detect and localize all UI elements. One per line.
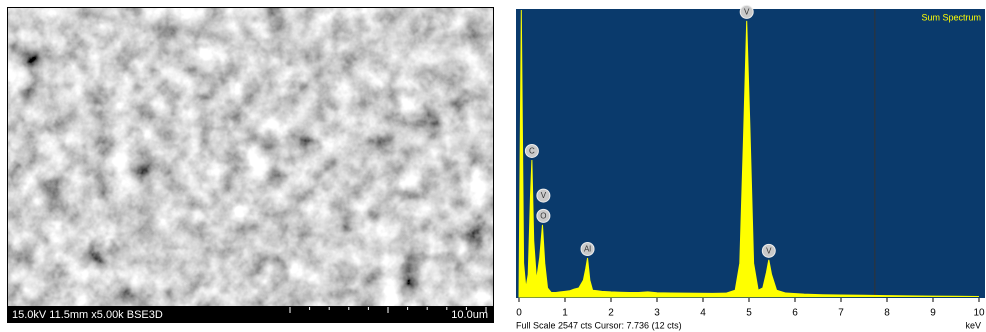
sem-info: 15.0kV 11.5mm x5.00k BSE3D: [12, 309, 163, 321]
x-tick-label: 4: [700, 308, 706, 319]
peak-label: C: [529, 147, 535, 156]
peak-marker: [761, 243, 776, 258]
peak-label: O: [540, 211, 546, 220]
x-tick-label: 6: [792, 308, 798, 319]
x-tick-label: 8: [884, 308, 890, 319]
x-tick-label: 1: [562, 308, 568, 319]
peak-label: V: [766, 246, 772, 255]
x-tick-label: 3: [654, 308, 660, 319]
footer: Full Scale 2547 cts Cursor: 7.736 (12 ct…: [516, 320, 682, 330]
sem-info-bar: [8, 306, 493, 322]
x-tick-label: 10: [973, 308, 985, 319]
spectrum-title: Sum Spectrum: [921, 12, 981, 22]
peak-marker: [536, 208, 551, 223]
x-tick-label: 0: [516, 308, 522, 319]
x-tick-label: 5: [746, 308, 752, 319]
spectrum: [518, 9, 980, 298]
peak-label: V: [744, 8, 750, 17]
x-tick-label: 2: [608, 308, 614, 319]
x-tick-label: 7: [838, 308, 844, 319]
sem-image: [8, 8, 493, 306]
peak-marker: [739, 4, 754, 19]
peak-label: Al: [584, 245, 591, 254]
peak-label: V: [541, 191, 547, 200]
x-axis-label: keV: [965, 320, 981, 330]
x-tick-label: 9: [930, 308, 936, 319]
peak-marker: [580, 242, 595, 257]
peak-marker: [524, 143, 539, 158]
sem-scale-label: 10.0um: [451, 309, 488, 321]
peak-marker: [536, 188, 551, 203]
scale-bar: [289, 307, 487, 313]
